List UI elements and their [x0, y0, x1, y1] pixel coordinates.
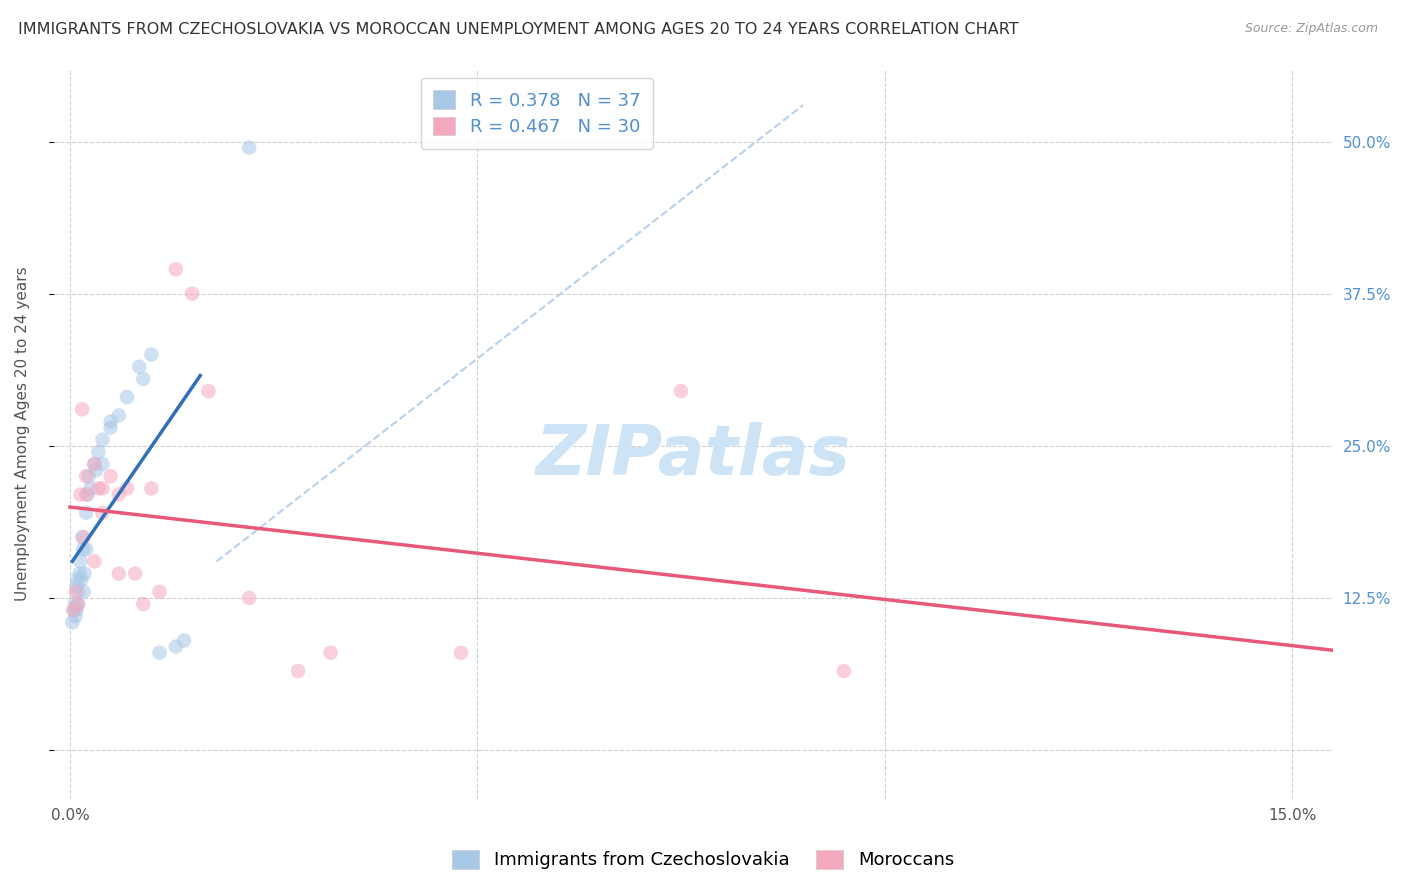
Point: [67, 585, 90, 599]
Point: [197, 384, 219, 398]
Point: [87, 482, 110, 496]
Point: [77, 469, 100, 483]
Point: [73, 566, 96, 581]
Text: IMMIGRANTS FROM CZECHOSLOVAKIA VS MOROCCAN UNEMPLOYMENT AMONG AGES 20 TO 24 YEAR: IMMIGRANTS FROM CZECHOSLOVAKIA VS MOROCC…: [18, 22, 1019, 37]
Point: [76, 487, 98, 501]
Point: [91, 433, 114, 447]
Point: [91, 482, 114, 496]
Point: [60, 615, 83, 630]
Point: [165, 640, 187, 654]
Point: [65, 603, 87, 617]
Point: [84, 463, 107, 477]
Point: [69, 487, 91, 501]
Point: [107, 566, 129, 581]
Point: [238, 591, 260, 605]
Point: [91, 506, 114, 520]
Point: [132, 597, 155, 611]
Point: [70, 573, 93, 587]
Point: [65, 585, 87, 599]
Point: [69, 554, 91, 568]
Point: [173, 633, 195, 648]
Point: [124, 566, 146, 581]
Point: [62, 603, 84, 617]
Point: [79, 482, 101, 496]
Point: [83, 554, 105, 568]
Point: [148, 585, 170, 599]
Point: [115, 482, 138, 496]
Point: [63, 597, 86, 611]
Point: [107, 487, 129, 501]
Point: [128, 359, 150, 374]
Point: [450, 646, 472, 660]
Text: Source: ZipAtlas.com: Source: ZipAtlas.com: [1244, 22, 1378, 36]
Point: [65, 609, 87, 624]
Point: [63, 603, 86, 617]
Point: [115, 390, 138, 404]
Point: [100, 414, 122, 428]
Point: [83, 457, 105, 471]
Point: [66, 573, 89, 587]
Point: [67, 597, 90, 611]
Point: [91, 457, 114, 471]
Point: [107, 409, 129, 423]
Point: [287, 664, 309, 678]
Point: [65, 579, 87, 593]
Legend: Immigrants from Czechoslovakia, Moroccans: Immigrants from Czechoslovakia, Moroccan…: [443, 841, 963, 879]
Point: [141, 482, 163, 496]
Point: [72, 542, 94, 557]
Point: [181, 286, 204, 301]
Point: [67, 597, 90, 611]
Point: [75, 487, 97, 501]
Legend: R = 0.378   N = 37, R = 0.467   N = 30: R = 0.378 N = 37, R = 0.467 N = 30: [420, 78, 652, 149]
Point: [165, 262, 187, 277]
Point: [70, 530, 93, 544]
Point: [70, 402, 93, 417]
Point: [83, 457, 105, 471]
Point: [100, 469, 122, 483]
Point: [69, 566, 91, 581]
Point: [148, 646, 170, 660]
Point: [319, 646, 342, 660]
Point: [141, 347, 163, 361]
Y-axis label: Unemployment Among Ages 20 to 24 years: Unemployment Among Ages 20 to 24 years: [15, 267, 30, 601]
Point: [75, 469, 97, 483]
Point: [132, 372, 155, 386]
Point: [75, 542, 97, 557]
Point: [832, 664, 855, 678]
Point: [75, 506, 97, 520]
Point: [238, 141, 260, 155]
Point: [87, 445, 110, 459]
Point: [669, 384, 692, 398]
Point: [100, 420, 122, 434]
Point: [73, 530, 96, 544]
Point: [73, 585, 96, 599]
Text: ZIPatlas: ZIPatlas: [536, 422, 851, 489]
